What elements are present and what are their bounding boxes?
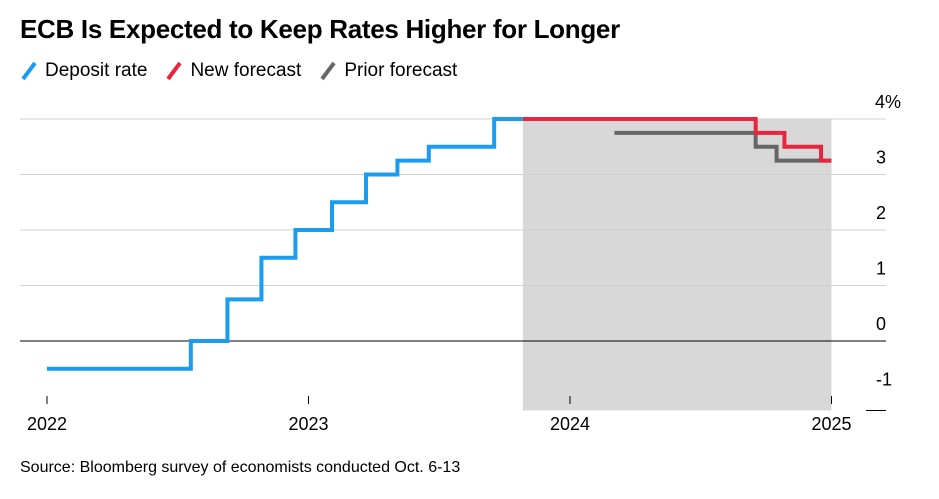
y-tick-label: 1 bbox=[876, 259, 886, 279]
y-tick-label: 4% bbox=[875, 92, 901, 112]
y-tick-label: 0 bbox=[876, 314, 886, 334]
chart-legend: Deposit rate New forecast Prior forecast bbox=[20, 60, 457, 82]
x-tick-label: 2022 bbox=[27, 414, 67, 434]
new-forecast-swatch-icon bbox=[166, 61, 183, 81]
x-tick-label: 2025 bbox=[811, 414, 851, 434]
deposit-rate-line bbox=[47, 117, 523, 371]
x-tick-label: 2023 bbox=[288, 414, 328, 434]
legend-label-deposit-rate: Deposit rate bbox=[45, 60, 148, 81]
y-tick-label: -1 bbox=[876, 370, 892, 390]
deposit-rate-swatch-icon bbox=[21, 61, 37, 81]
legend-item-new-forecast: New forecast bbox=[165, 60, 301, 82]
x-tick-label: 2024 bbox=[550, 414, 590, 434]
prior-forecast-line bbox=[614, 130, 832, 163]
legend-label-new-forecast: New forecast bbox=[190, 60, 302, 81]
new-forecast-line bbox=[522, 117, 832, 163]
prior-forecast-swatch-icon bbox=[320, 61, 336, 81]
chart-title: ECB Is Expected to Keep Rates Higher for… bbox=[20, 14, 620, 44]
y-tick-label: 3 bbox=[876, 148, 886, 168]
legend-item-deposit-rate: Deposit rate bbox=[20, 60, 147, 82]
legend-label-prior-forecast: Prior forecast bbox=[344, 60, 458, 81]
legend-item-prior-forecast: Prior forecast bbox=[319, 60, 457, 82]
source-note: Source: Bloomberg survey of economists c… bbox=[20, 459, 461, 476]
y-tick-label: 2 bbox=[876, 203, 886, 223]
forecast-shading bbox=[522, 119, 832, 411]
